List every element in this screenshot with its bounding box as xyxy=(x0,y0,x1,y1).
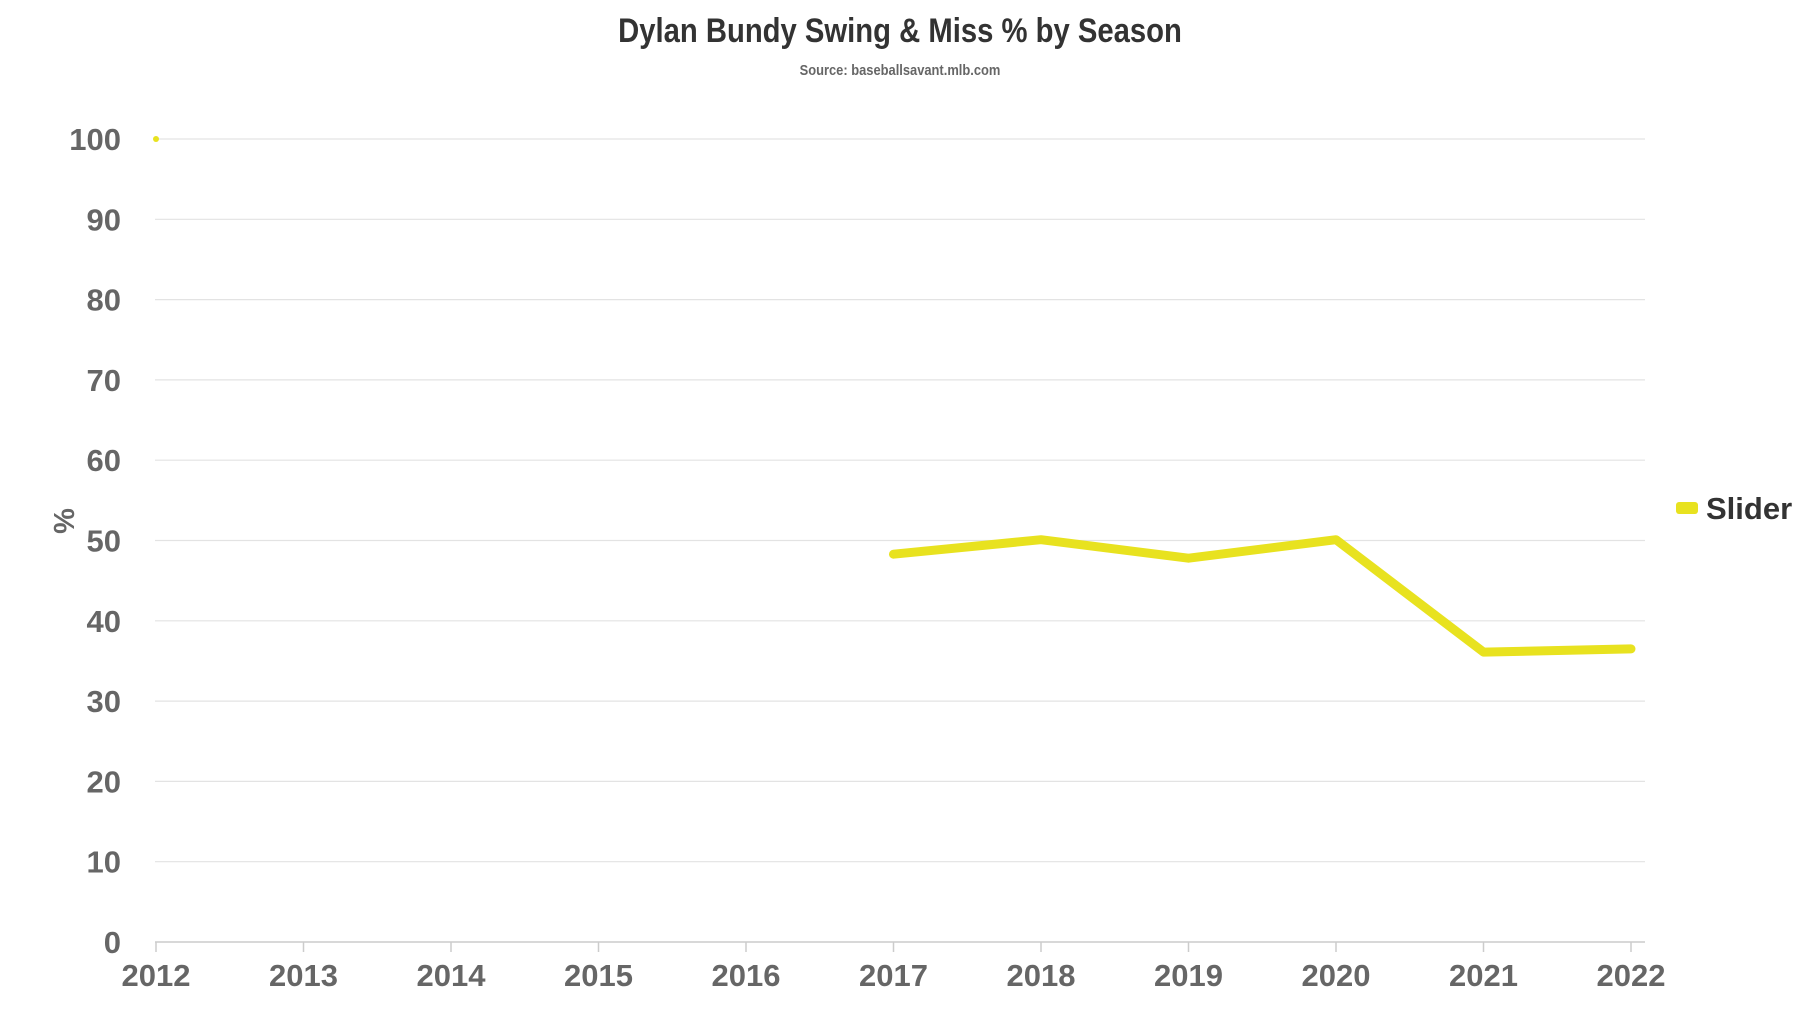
x-tick-label: 2019 xyxy=(1154,958,1223,993)
chart-title: Dylan Bundy Swing & Miss % by Season xyxy=(618,12,1182,50)
y-tick-label: 40 xyxy=(87,604,121,639)
y-tick-label: 50 xyxy=(87,524,121,559)
series-slider xyxy=(153,136,1636,657)
x-tick-label: 2014 xyxy=(417,958,487,993)
data-point[interactable] xyxy=(1335,539,1337,541)
data-point[interactable] xyxy=(153,136,159,142)
y-tick-label: 90 xyxy=(87,202,121,237)
gridlines xyxy=(155,138,1645,863)
x-tick-label: 2020 xyxy=(1302,958,1371,993)
data-point[interactable] xyxy=(1040,539,1042,541)
x-tick-label: 2022 xyxy=(1597,958,1666,993)
data-point[interactable] xyxy=(1630,648,1632,650)
series-line xyxy=(889,535,1636,657)
legend-item-slider[interactable]: Slider xyxy=(1676,491,1792,526)
y-tick-label: 100 xyxy=(69,122,121,157)
y-tick-label: 70 xyxy=(87,363,121,398)
y-tick-label: 60 xyxy=(87,443,121,478)
y-tick-label: 80 xyxy=(87,283,121,318)
legend-label: Slider xyxy=(1706,491,1792,526)
series-layer xyxy=(153,136,1636,657)
x-tick-label: 2016 xyxy=(712,958,781,993)
x-tick-label: 2015 xyxy=(564,958,633,993)
y-tick-label: 10 xyxy=(87,845,121,880)
legend-swatch xyxy=(1676,502,1698,514)
x-tick-label: 2021 xyxy=(1449,958,1518,993)
data-point[interactable] xyxy=(893,553,894,555)
y-tick-label: 30 xyxy=(87,684,121,719)
chart-subtitle: Source: baseballsavant.mlb.com xyxy=(799,62,1001,79)
x-tick-label: 2017 xyxy=(859,958,928,993)
data-point[interactable] xyxy=(1188,557,1189,559)
x-tick-label: 2013 xyxy=(269,958,338,993)
y-tick-label: 20 xyxy=(87,764,121,799)
axes: 0 10 20 30 40 50 60 70 80 90 100 2012 2013 2014 2015 20… xyxy=(47,122,1665,993)
y-axis-title: % xyxy=(47,508,79,534)
data-point[interactable] xyxy=(1483,651,1484,653)
legend[interactable]: Slider xyxy=(1676,491,1792,526)
x-tick-label: 2018 xyxy=(1007,958,1076,993)
y-tick-label: 0 xyxy=(104,925,121,960)
x-tick-label: 2012 xyxy=(122,958,191,993)
